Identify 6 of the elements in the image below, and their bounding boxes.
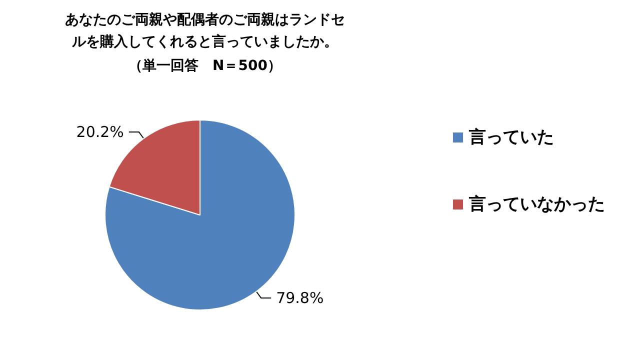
data-label: 79.8%: [276, 288, 324, 307]
chart-subtitle: （単一回答 N＝500）: [128, 58, 282, 74]
legend-label: 言っていた: [468, 128, 554, 148]
legend-label: 言っていなかった: [468, 194, 605, 214]
data-label: 20.2%: [76, 123, 124, 142]
chart-title: あなたのご両親や配偶者のご両親はランドセルを購入してくれると言っていましたか。: [65, 11, 345, 50]
